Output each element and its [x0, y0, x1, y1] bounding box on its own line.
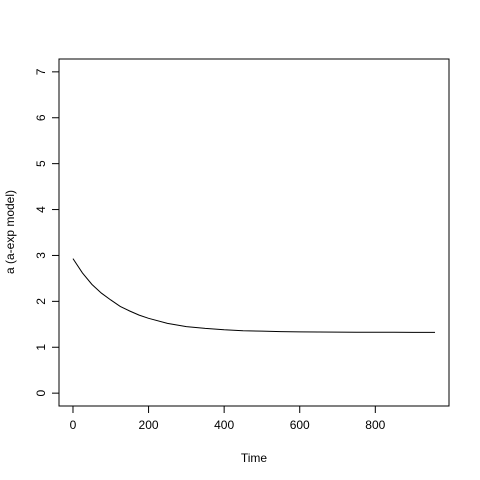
- y-axis-label: a (a-exp model): [3, 190, 17, 274]
- x-tick-label: 200: [139, 418, 159, 432]
- series-line: [72, 258, 436, 333]
- y-tick-label: 4: [34, 206, 48, 213]
- plot-frame: [58, 58, 450, 407]
- y-tick-label: 2: [34, 298, 48, 305]
- y-axis: 0 1 2 3 4 5 6 7: [34, 68, 60, 396]
- x-axis: 0 200 400 600 800: [70, 405, 386, 432]
- x-tick-label: 800: [365, 418, 385, 432]
- y-tick-label: 6: [34, 114, 48, 121]
- series-layer: [72, 258, 436, 333]
- y-tick-label: 1: [34, 344, 48, 351]
- y-tick-label: 0: [34, 389, 48, 396]
- x-tick-label: 0: [70, 418, 77, 432]
- y-tick-label: 7: [34, 68, 48, 75]
- x-tick-label: 600: [290, 418, 310, 432]
- x-axis-label: Time: [241, 451, 268, 465]
- y-tick-label: 5: [34, 160, 48, 167]
- x-tick-label: 400: [214, 418, 234, 432]
- y-tick-label: 3: [34, 252, 48, 259]
